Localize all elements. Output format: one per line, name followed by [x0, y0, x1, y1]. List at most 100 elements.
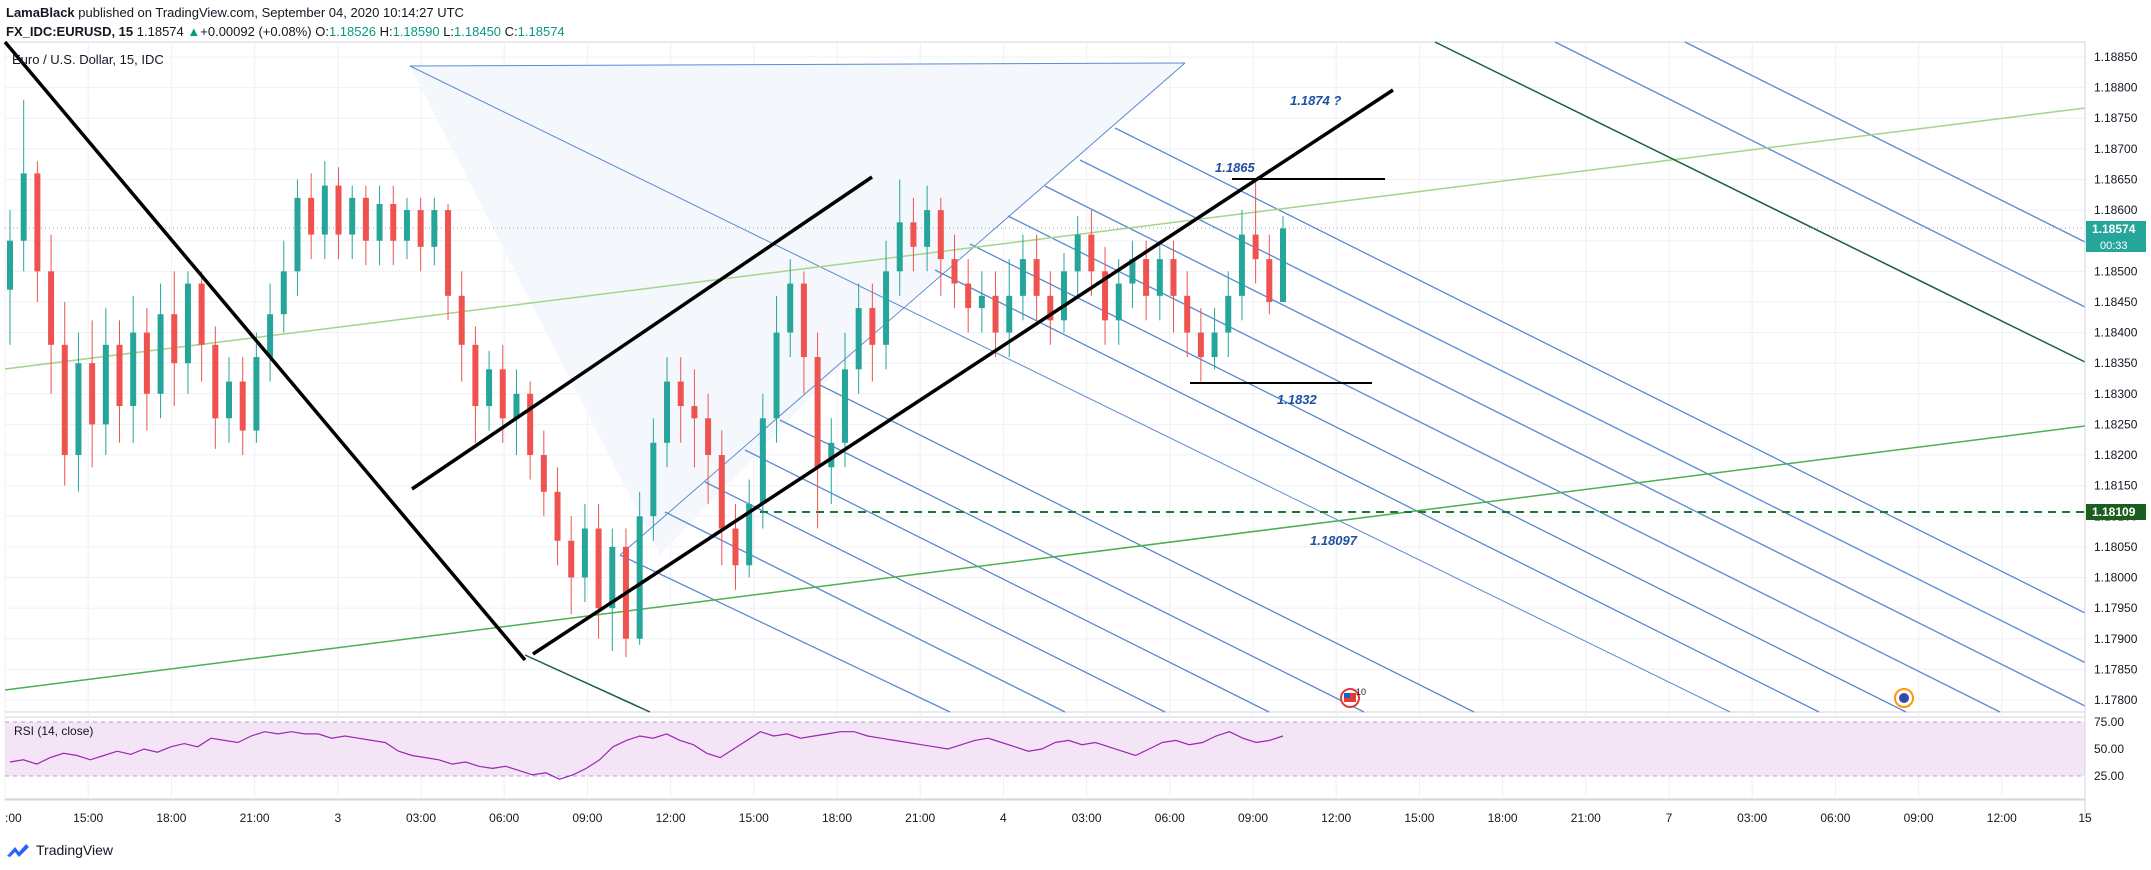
- candle-body[interactable]: [1252, 234, 1259, 260]
- candle-body[interactable]: [143, 332, 150, 394]
- candle-body[interactable]: [226, 381, 233, 419]
- annotation-1832[interactable]: 1.1832: [1277, 392, 1318, 407]
- candle-body[interactable]: [1047, 295, 1054, 321]
- fib-parallel-line[interactable]: [819, 384, 1475, 713]
- candle-body[interactable]: [527, 393, 534, 456]
- fib-parallel-line[interactable]: [664, 511, 1066, 713]
- candle-body[interactable]: [554, 491, 561, 541]
- price-axis[interactable]: 1.18850 1.18800 1.18750 1.18700 1.18650 1.186…: [2094, 50, 2138, 707]
- candle-body[interactable]: [841, 369, 848, 443]
- candle-body[interactable]: [349, 197, 356, 235]
- candle-body[interactable]: [1115, 283, 1122, 321]
- economic-event-icon[interactable]: [1894, 688, 1914, 708]
- candle-body[interactable]: [198, 283, 205, 345]
- fib-parallel-line[interactable]: [1554, 41, 2086, 308]
- candle-body[interactable]: [732, 528, 739, 566]
- fib-parallel-line[interactable]: [934, 269, 1820, 713]
- candle-body[interactable]: [280, 271, 287, 315]
- fib-parallel-line[interactable]: [704, 481, 1166, 713]
- candle-body[interactable]: [390, 203, 397, 241]
- candle-body[interactable]: [267, 314, 274, 358]
- candle-body[interactable]: [869, 308, 876, 345]
- candle-body[interactable]: [978, 295, 985, 309]
- candle-body[interactable]: [1156, 259, 1163, 296]
- candle-body[interactable]: [1102, 271, 1109, 321]
- candle-body[interactable]: [595, 528, 602, 609]
- candle-body[interactable]: [1033, 259, 1040, 296]
- candle-body[interactable]: [1143, 259, 1150, 296]
- fib-diagonal-line[interactable]: [619, 62, 1186, 556]
- candle-body[interactable]: [376, 203, 383, 241]
- candle-body[interactable]: [800, 283, 807, 358]
- channel-lower-line[interactable]: [532, 88, 1394, 656]
- candle-body[interactable]: [1006, 295, 1013, 333]
- candle-body[interactable]: [472, 344, 479, 407]
- green-trendline[interactable]: [4, 425, 2086, 691]
- annotation-18097[interactable]: 1.18097: [1310, 533, 1358, 548]
- candle-body[interactable]: [992, 295, 999, 333]
- candle-body[interactable]: [773, 332, 780, 419]
- candle-body[interactable]: [828, 442, 835, 468]
- candle-body[interactable]: [130, 332, 137, 407]
- candle-body[interactable]: [212, 344, 219, 419]
- candle-body[interactable]: [89, 363, 96, 425]
- channel-upper-line[interactable]: [411, 175, 873, 491]
- candle-body[interactable]: [321, 185, 328, 235]
- fib-parallel-lines[interactable]: [664, 41, 2086, 713]
- candle-body[interactable]: [7, 240, 13, 290]
- candle-body[interactable]: [1074, 234, 1081, 272]
- candle-body[interactable]: [1238, 234, 1245, 296]
- candle-body[interactable]: [403, 210, 410, 241]
- candle-body[interactable]: [499, 369, 506, 419]
- candle-body[interactable]: [61, 344, 68, 456]
- candle-body[interactable]: [239, 381, 246, 431]
- footer-brand[interactable]: TradingView: [6, 842, 113, 858]
- time-axis[interactable]: :00 15:00 18:00 21:00 3 03:00 06:00 09:00 12:00 1…: [5, 811, 2092, 825]
- candle-body[interactable]: [1211, 332, 1218, 358]
- fib-thin-line[interactable]: [409, 65, 1731, 713]
- candle-body[interactable]: [691, 406, 698, 419]
- light-green-trendline[interactable]: [4, 107, 2086, 370]
- candle-body[interactable]: [581, 528, 588, 578]
- fib-top-line[interactable]: [409, 62, 1186, 67]
- candle-body[interactable]: [431, 210, 438, 247]
- candle-body[interactable]: [787, 283, 794, 333]
- candle-body[interactable]: [171, 314, 178, 364]
- candle-body[interactable]: [883, 271, 890, 345]
- candle-body[interactable]: [48, 271, 55, 345]
- candle-body[interactable]: [445, 210, 452, 296]
- candle-body[interactable]: [1266, 259, 1273, 302]
- candle-body[interactable]: [1088, 234, 1095, 272]
- fib-parallel-line[interactable]: [1684, 41, 2086, 243]
- candle-body[interactable]: [636, 516, 643, 639]
- candle-body[interactable]: [855, 308, 862, 370]
- candle-body[interactable]: [294, 197, 301, 272]
- candle-body[interactable]: [1280, 228, 1286, 302]
- author-name[interactable]: LamaBlack: [6, 5, 75, 20]
- candle-body[interactable]: [486, 369, 493, 407]
- candle-body[interactable]: [362, 197, 369, 241]
- candle-body[interactable]: [335, 185, 342, 235]
- downtrend-line[interactable]: [3, 40, 527, 662]
- candle-body[interactable]: [458, 295, 465, 345]
- candle-body[interactable]: [1060, 271, 1067, 321]
- candle-body[interactable]: [951, 259, 958, 284]
- dark-green-short-line[interactable]: [524, 654, 651, 713]
- annotation-1865[interactable]: 1.1865: [1215, 160, 1256, 175]
- us-flag-event-icon[interactable]: 10: [1340, 687, 1366, 708]
- candle-body[interactable]: [1019, 259, 1026, 296]
- candle-body[interactable]: [746, 504, 753, 566]
- candle-body[interactable]: [417, 210, 424, 247]
- candle-body[interactable]: [965, 283, 972, 309]
- candle-body[interactable]: [1225, 295, 1232, 333]
- fib-parallel-line[interactable]: [1079, 159, 2086, 664]
- rsi-line[interactable]: [9, 731, 1284, 780]
- candle-body[interactable]: [937, 210, 944, 260]
- fib-parallel-line[interactable]: [744, 449, 1270, 713]
- fib-lower-line[interactable]: [619, 554, 951, 713]
- candle-body[interactable]: [513, 393, 520, 419]
- dark-green-trendline[interactable]: [1434, 41, 2086, 363]
- annotation-1874[interactable]: 1.1874 ?: [1290, 93, 1341, 108]
- candle-body[interactable]: [1170, 259, 1177, 296]
